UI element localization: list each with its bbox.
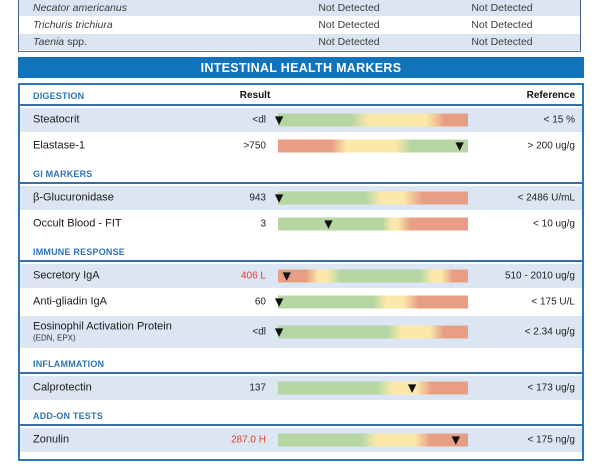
- marker-result-value: <dl: [252, 326, 266, 338]
- marker-row: Zonulin 287.0 H ▼ < 175 ng/g: [20, 428, 582, 452]
- section-header: IMMUNE RESPONSE: [20, 245, 582, 262]
- pathogen-name-italic: Trichuris trichiura: [33, 19, 113, 31]
- marker-row: Secretory IgA 406 L ▼ 510 - 2010 ug/g: [20, 264, 582, 288]
- section-digestion: DIGESTION Result Reference Steatocrit <dl ▼ < …: [20, 89, 582, 158]
- section-inflammation: INFLAMMATION Calprotectin 137 ▼ < 173 ug/g: [20, 357, 582, 400]
- pathogen-row: Necator americanus Not Detected Not Detect…: [19, 0, 580, 16]
- marker-name: Steatocrit: [33, 113, 80, 126]
- reference-range-bar: ▼: [278, 268, 468, 283]
- pathogen-result-1: Not Detected: [318, 36, 380, 48]
- marker-row: Elastase-1 >750 ▼ > 200 ug/g: [20, 134, 582, 158]
- marker-row: Calprotectin 137 ▼ < 173 ug/g: [20, 376, 582, 400]
- marker-name: β-Glucuronidase: [33, 191, 114, 204]
- section-header: GI MARKERS: [20, 167, 582, 184]
- pathogen-result-2: Not Detected: [471, 2, 533, 14]
- section-title: IMMUNE RESPONSE: [33, 247, 126, 257]
- reference-range-bar: ▼: [274, 294, 468, 309]
- marker-name: Occult Blood - FIT: [33, 217, 122, 230]
- section-gi-markers: GI MARKERS β-Glucuronidase 943 ▼ < 2486 U/mL…: [20, 167, 582, 236]
- pathogen-result-1: Not Detected: [318, 19, 380, 31]
- section-header: DIGESTION Result Reference: [20, 89, 582, 106]
- pathogen-name: Taenia spp.: [19, 36, 274, 48]
- pathogen-name-suffix: spp.: [64, 36, 87, 48]
- marker-reference-value: > 200 ug/g: [527, 140, 575, 152]
- result-marker-triangle-icon: ▼: [451, 432, 461, 446]
- section-title: INFLAMMATION: [33, 359, 105, 369]
- marker-subname: (EDN, EPX): [33, 333, 76, 343]
- marker-reference-value: < 175 ng/g: [527, 434, 575, 446]
- marker-reference-value: < 173 ug/g: [527, 382, 575, 394]
- marker-name: Secretory IgA: [33, 269, 100, 282]
- section-title: GI MARKERS: [33, 169, 93, 179]
- result-marker-triangle-icon: ▼: [324, 216, 333, 230]
- section-title: DIGESTION: [33, 91, 85, 101]
- result-marker-triangle-icon: ▼: [274, 190, 284, 204]
- marker-reference-value: < 2486 U/mL: [517, 192, 575, 204]
- pathogen-name-italic: Taenia: [33, 36, 65, 48]
- pathogen-name-italic: Necator americanus: [33, 2, 127, 14]
- marker-name: Anti-gliadin IgA: [33, 295, 107, 308]
- marker-name: Zonulin: [33, 433, 70, 446]
- marker-reference-value: < 2.34 ug/g: [524, 326, 575, 338]
- marker-row: Eosinophil Activation Protein (EDN, EPX) <…: [20, 316, 582, 348]
- pathogen-name: Necator americanus: [19, 2, 274, 14]
- marker-row: Steatocrit <dl ▼ < 15 %: [20, 108, 582, 132]
- marker-result-value: <dl: [252, 114, 266, 126]
- reference-range-bar: ▼: [278, 432, 468, 447]
- reference-range-bar: ▼: [278, 380, 468, 395]
- marker-row: Occult Blood - FIT 3 ▼ < 10 ug/g: [20, 212, 582, 236]
- result-marker-triangle-icon: ▼: [282, 268, 291, 282]
- marker-result-value: 3: [260, 218, 266, 230]
- marker-name: Elastase-1: [33, 139, 85, 152]
- reference-range-bar: ▼: [274, 324, 468, 339]
- pathogen-row: Trichuris trichiura Not Detected Not Detec…: [19, 17, 580, 33]
- marker-result-value: 406 L: [240, 270, 266, 282]
- pathogens-table: Necator americanus Not Detected Not Detect…: [18, 0, 581, 52]
- reference-range-bar: ▼: [278, 216, 468, 231]
- pathogen-result-2: Not Detected: [471, 19, 533, 31]
- result-marker-triangle-icon: ▼: [274, 324, 284, 338]
- pathogen-result-2: Not Detected: [471, 36, 533, 48]
- marker-reference-value: < 15 %: [543, 114, 575, 126]
- section-add-on-tests: ADD-ON TESTS Zonulin 287.0 H ▼ < 175 ng/g: [20, 409, 582, 452]
- section-header: INFLAMMATION: [20, 357, 582, 374]
- marker-result-value: 60: [254, 296, 266, 308]
- marker-name: Eosinophil Activation Protein (EDN, EPX): [33, 320, 172, 343]
- marker-name: Calprotectin: [33, 381, 92, 394]
- reference-range-bar: ▼: [278, 138, 468, 153]
- pathogen-result-1: Not Detected: [318, 2, 380, 14]
- reference-range-bar: ▼: [274, 112, 468, 127]
- marker-result-value: 137: [249, 382, 266, 394]
- marker-result-value: 943: [249, 192, 266, 204]
- marker-reference-value: < 10 ug/g: [533, 218, 575, 230]
- result-column-header: Result: [239, 90, 271, 101]
- result-marker-triangle-icon: ▼: [274, 294, 284, 308]
- marker-result-value: >750: [243, 140, 266, 152]
- section-header: ADD-ON TESTS: [20, 409, 582, 426]
- result-marker-triangle-icon: ▼: [274, 112, 284, 126]
- pathogen-row: Taenia spp. Not Detected Not Detected: [19, 34, 580, 50]
- marker-reference-value: < 175 U/L: [531, 296, 575, 308]
- section-banner: INTESTINAL HEALTH MARKERS: [18, 57, 584, 78]
- marker-row: Anti-gliadin IgA 60 ▼ < 175 U/L: [20, 290, 582, 314]
- section-immune-response: IMMUNE RESPONSE Secretory IgA 406 L ▼ 510 - …: [20, 245, 582, 348]
- result-marker-triangle-icon: ▼: [407, 380, 417, 394]
- reference-column-header: Reference: [526, 90, 575, 101]
- intestinal-health-markers-panel: DIGESTION Result Reference Steatocrit <dl ▼ < …: [18, 83, 584, 461]
- marker-reference-value: 510 - 2010 ug/g: [504, 270, 575, 282]
- marker-result-value: 287.0 H: [230, 434, 266, 446]
- reference-range-bar: ▼: [274, 190, 468, 205]
- result-marker-triangle-icon: ▼: [455, 138, 464, 152]
- marker-row: β-Glucuronidase 943 ▼ < 2486 U/mL: [20, 186, 582, 210]
- pathogen-name: Trichuris trichiura: [19, 19, 274, 31]
- section-title: ADD-ON TESTS: [33, 411, 103, 421]
- banner-title: INTESTINAL HEALTH MARKERS: [200, 60, 402, 75]
